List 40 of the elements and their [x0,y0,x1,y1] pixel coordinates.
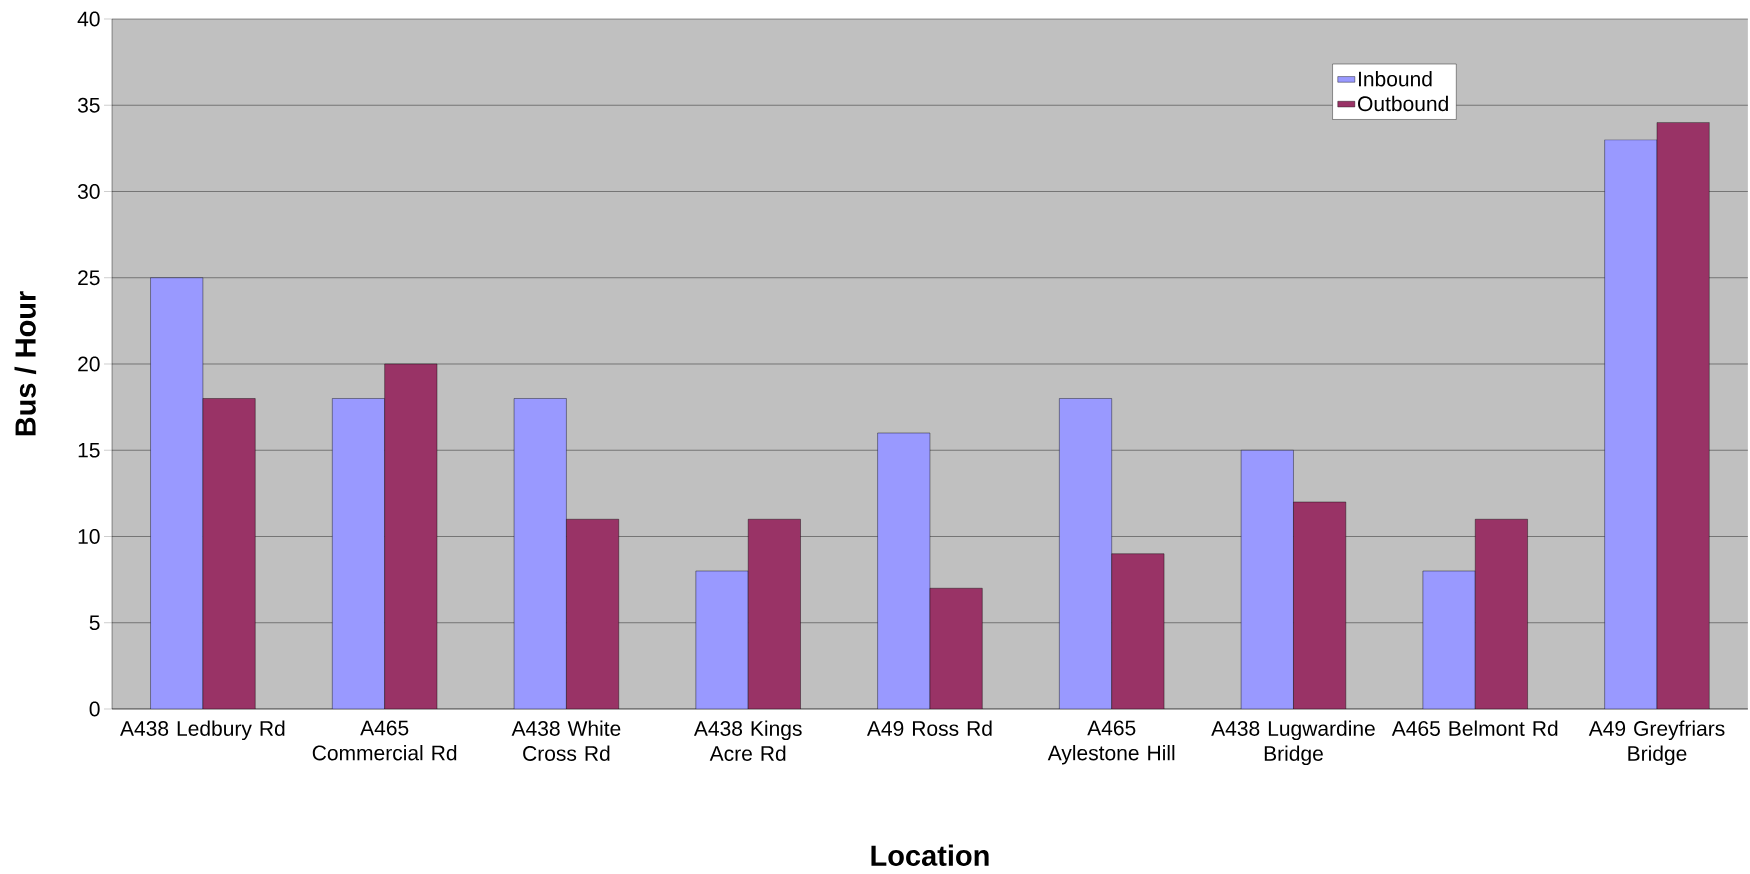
legend-label: Outbound [1358,95,1448,112]
y-tick-label: 25 [78,270,100,286]
x-tick-label: A438 White Cross Rd [511,720,621,761]
y-tick-label: 10 [78,529,100,544]
y-tick-label: 20 [78,356,100,372]
bar [1240,450,1294,709]
x-tick-label: A438 Kings Acre Rd [693,720,802,761]
bar [332,398,385,709]
y-tick-label: 5 [89,615,100,631]
y-tick-label: 35 [77,97,100,113]
x-tick-label: A465 Belmont Rd [1391,720,1558,736]
bar [695,570,749,709]
x-axis-title: Location [871,844,989,866]
y-tick-label: 15 [78,442,100,458]
bar [747,519,801,709]
x-tick-label: A49 Greyfriars Bridge [1588,720,1725,766]
x-tick-label: A438 Ledbury Rd [120,720,285,741]
legend-label: Inbound [1358,71,1432,87]
bar [202,398,256,709]
bar [1475,519,1528,709]
bar [384,363,438,709]
y-tick-label: 30 [77,184,100,199]
bar [513,398,567,709]
x-tick-label: A438 Lugwardine Bridge [1211,720,1375,766]
bar [1111,553,1165,709]
bar [150,277,204,709]
bar [1604,139,1658,709]
bar [1293,501,1347,709]
bar [1656,122,1710,709]
y-tick-label: 0 [89,701,100,717]
bar [1059,398,1112,709]
bar [877,432,931,709]
x-tick-label: A49 Ross Rd [866,720,992,736]
bar [929,588,983,709]
x-tick-label: A465 Commercial Rd [312,720,457,761]
y-tick-label: 40 [77,11,100,27]
y-axis-title: Bus / Hour [14,291,37,436]
bar [1422,570,1476,709]
x-tick-label: A465 Aylestone Hill [1047,720,1175,765]
bar [566,519,619,709]
